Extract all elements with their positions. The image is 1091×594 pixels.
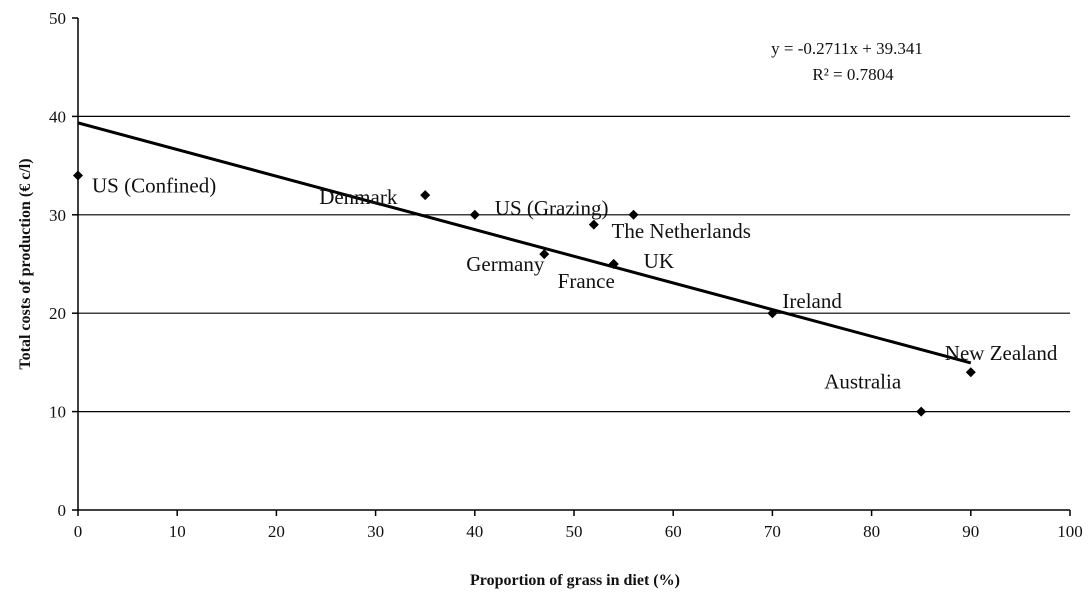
data-point-7 bbox=[608, 259, 619, 269]
y-tick-label-20: 20 bbox=[49, 304, 66, 323]
point-label-7: France bbox=[558, 269, 615, 293]
data-point-10 bbox=[916, 406, 927, 417]
y-tick-label-50: 50 bbox=[49, 9, 66, 28]
data-point-9 bbox=[965, 367, 976, 378]
point-label-5: Germany bbox=[466, 252, 545, 276]
point-label-1: Denmark bbox=[319, 185, 398, 209]
x-tick-labels: 0 10 20 30 40 50 60 70 80 90 100 bbox=[74, 522, 1083, 541]
grid-lines bbox=[78, 115, 1070, 413]
y-tick-label-0: 0 bbox=[58, 501, 67, 520]
y-tick-labels: 0 10 20 30 40 50 bbox=[49, 9, 66, 520]
point-label-6: UK bbox=[644, 249, 674, 273]
x-tick-label-70: 70 bbox=[764, 522, 781, 541]
point-label-9: New Zealand bbox=[945, 341, 1058, 365]
point-label-10: Australia bbox=[824, 370, 902, 394]
point-label-8: Ireland bbox=[782, 289, 842, 313]
point-labels: US (Confined) Denmark US (Grazing)The Neth… bbox=[92, 173, 1058, 393]
x-tick-label-30: 30 bbox=[367, 522, 384, 541]
x-tick-label-20: 20 bbox=[268, 522, 285, 541]
trendline-group bbox=[77, 121, 972, 365]
x-tick-label-60: 60 bbox=[665, 522, 682, 541]
data-point-2 bbox=[469, 209, 480, 220]
point-label-0: US (Confined) bbox=[92, 173, 216, 197]
data-point-4 bbox=[628, 209, 639, 220]
x-tick-label-100: 100 bbox=[1057, 522, 1083, 541]
x-tick-label-90: 90 bbox=[962, 522, 979, 541]
data-point-5 bbox=[539, 249, 550, 260]
data-point-1 bbox=[420, 190, 431, 201]
y-tick-label-10: 10 bbox=[49, 403, 66, 422]
data-point-8 bbox=[767, 308, 778, 319]
r-squared-annotation: R² = 0.7804 bbox=[812, 65, 894, 84]
y-tick-label-40: 40 bbox=[49, 107, 66, 126]
y-axis-title: Total costs of production (€ c/l) bbox=[17, 158, 34, 369]
x-tick-label-40: 40 bbox=[466, 522, 483, 541]
point-label-2: US (Grazing) bbox=[495, 196, 609, 220]
trendline bbox=[77, 121, 972, 365]
x-axis-title: Proportion of grass in diet (%) bbox=[470, 572, 680, 589]
x-tick-label-0: 0 bbox=[74, 522, 83, 541]
point-label-4: The Netherlands bbox=[612, 219, 751, 243]
data-points bbox=[73, 170, 976, 417]
x-tick-label-10: 10 bbox=[169, 522, 186, 541]
x-tick-label-80: 80 bbox=[863, 522, 880, 541]
equation-annotation: y = -0.2711x + 39.341 bbox=[771, 39, 923, 58]
y-tick-label-30: 30 bbox=[49, 206, 66, 225]
data-point-3 bbox=[588, 219, 599, 230]
axes bbox=[72, 17, 1071, 516]
data-point-0 bbox=[73, 170, 83, 181]
x-tick-label-50: 50 bbox=[566, 522, 583, 541]
